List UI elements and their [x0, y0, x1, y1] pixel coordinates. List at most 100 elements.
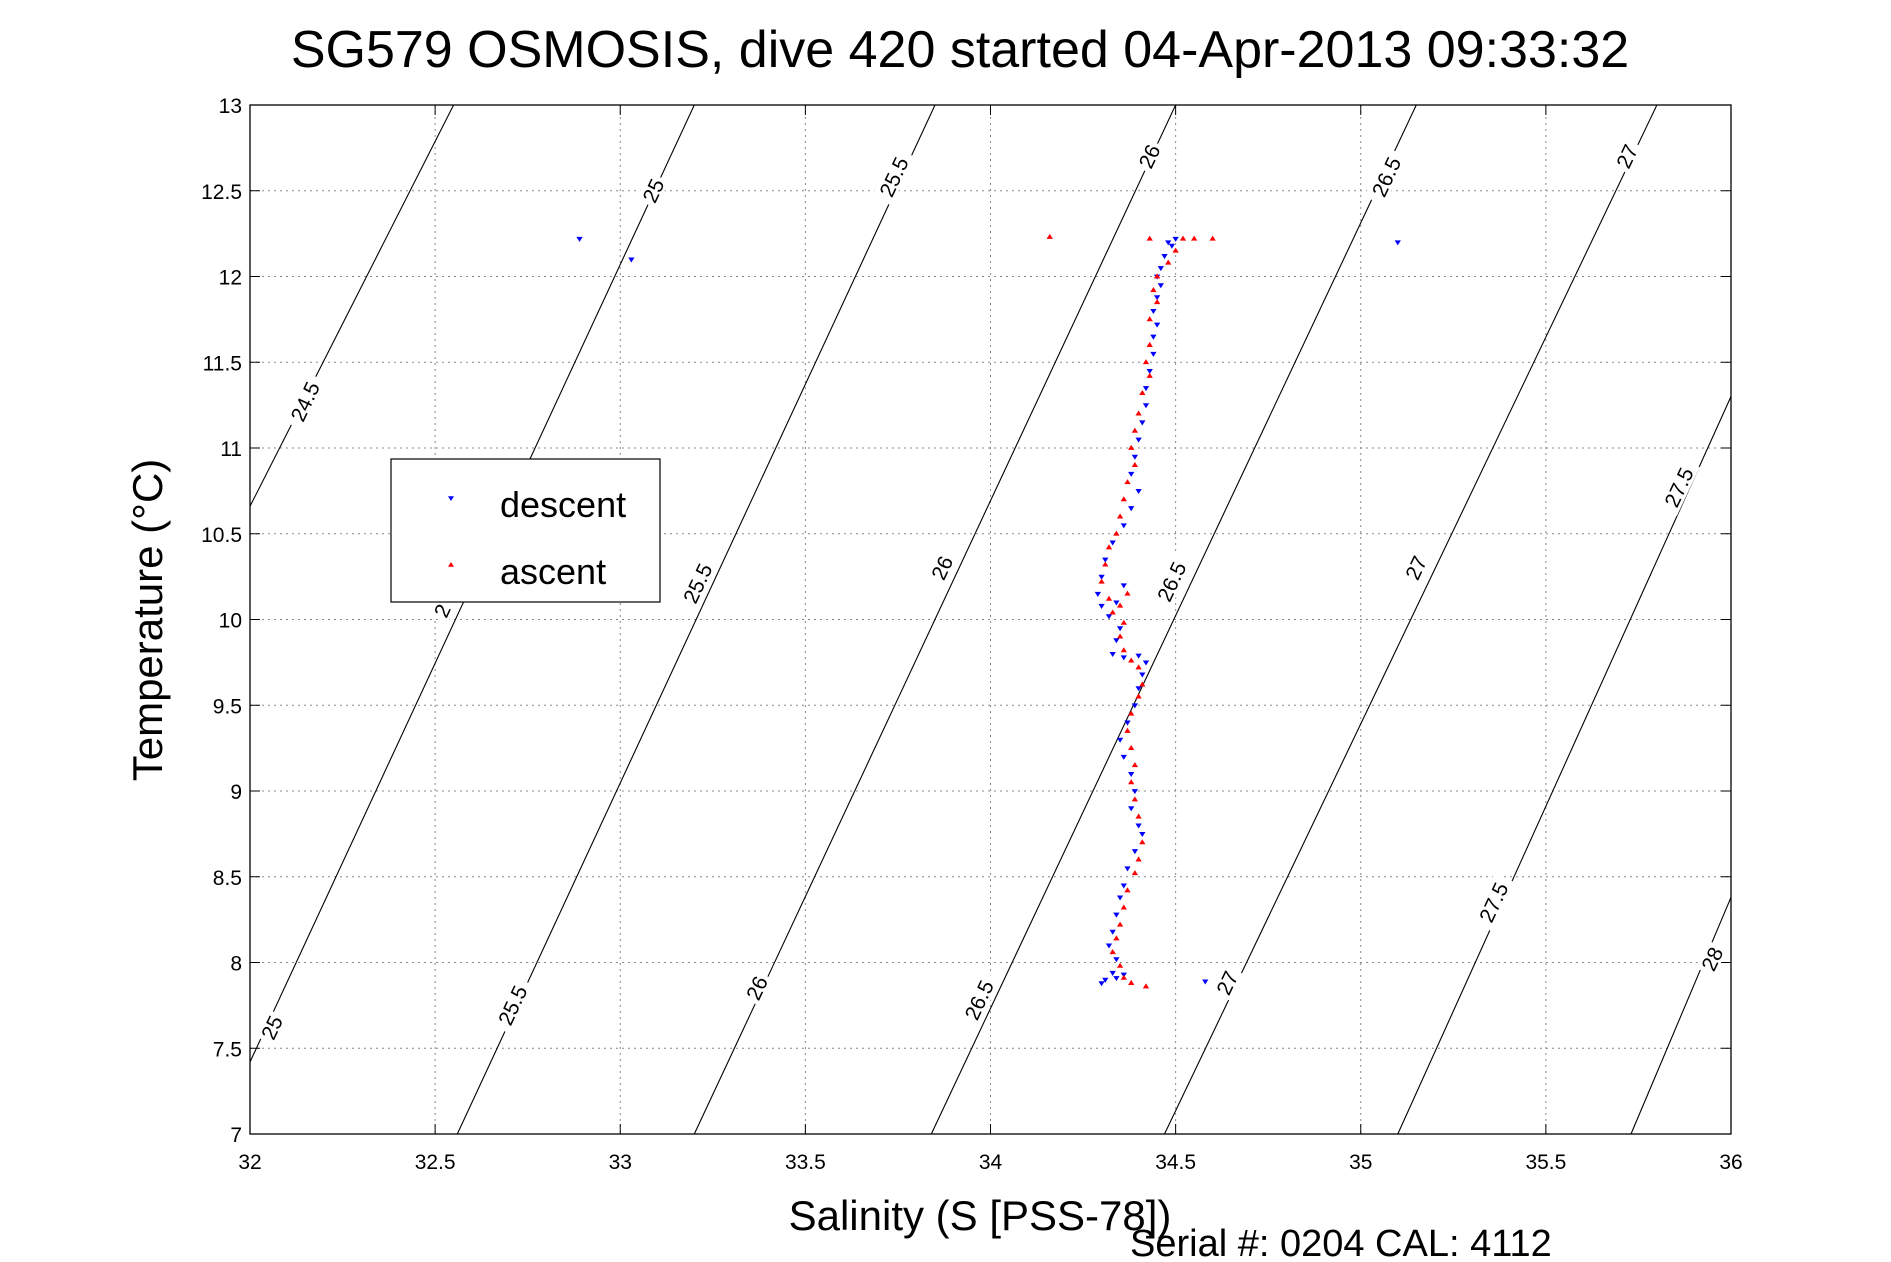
descent-point: [1150, 308, 1157, 314]
density-contour-line: [1630, 897, 1732, 1135]
legend-box: [390, 458, 661, 603]
y-tick-label: 12: [219, 267, 242, 290]
density-contour-line: [249, 104, 455, 507]
contour-label-halo: [871, 147, 915, 206]
y-tick-label: 10: [219, 610, 242, 633]
density-contour-line: [456, 104, 936, 1135]
ascent-point: [1109, 609, 1116, 615]
ascent-point: [1146, 341, 1153, 347]
contour-label: 24.5: [283, 372, 327, 431]
legend: descent ascent: [390, 458, 661, 603]
descent-point: [1128, 506, 1135, 512]
ascent-point: [1128, 979, 1135, 985]
ascent-point: [1113, 935, 1120, 941]
contour-label: 27.5: [1656, 457, 1700, 517]
descent-point: [1157, 266, 1164, 272]
descent-point: [1098, 603, 1105, 609]
descent-point: [1124, 866, 1131, 872]
y-tick-label: 8: [230, 953, 242, 976]
contour-label-halo: [1656, 457, 1700, 517]
descent-point: [1139, 672, 1146, 678]
ascent-point: [1153, 299, 1161, 305]
ascent-point: [1190, 235, 1198, 241]
descent-point: [1135, 437, 1142, 443]
ascent-point: [1146, 372, 1153, 378]
descent-point: [1109, 929, 1116, 935]
ascent-point: [1128, 744, 1135, 750]
descent-point: [1113, 957, 1120, 963]
ascent-point: [1135, 693, 1142, 699]
density-contour-line: [693, 104, 1177, 1135]
descent-point: [1116, 626, 1124, 632]
descent-point: [1157, 283, 1164, 289]
x-tick-label: 32: [238, 1151, 261, 1174]
ascent-point: [1135, 856, 1142, 862]
descent-point: [1113, 638, 1120, 644]
contour-label-halo: [1399, 549, 1432, 586]
ascent-point: [1146, 235, 1153, 241]
ascent-point: [1128, 779, 1135, 785]
descent-point: [1142, 403, 1150, 409]
descent-point: [1109, 651, 1116, 657]
descent-point: [1098, 574, 1105, 580]
y-tick-label: 9.5: [213, 695, 242, 718]
ascent-point: [1116, 633, 1124, 639]
y-tick-label: 13: [219, 95, 242, 118]
descent-point: [1150, 351, 1157, 357]
ascent-point: [1102, 561, 1109, 567]
descent-point: [1150, 334, 1157, 340]
ascent-point: [1120, 904, 1127, 910]
contour-label: 25: [636, 172, 670, 209]
ascent-point: [1131, 427, 1139, 433]
legend-descent-marker: [448, 496, 454, 501]
x-tick-label: 36: [1719, 1151, 1742, 1174]
descent-point: [1128, 771, 1135, 778]
x-tick-label: 32.5: [415, 1151, 456, 1174]
contour-label: 25.5: [490, 975, 534, 1035]
descent-point: [1116, 895, 1124, 901]
contour-label-halo: [1132, 137, 1166, 175]
descent-point: [1142, 386, 1150, 392]
contour-label: 25.5: [675, 553, 719, 613]
contour-label-halo: [636, 172, 670, 209]
ascent-point: [1046, 233, 1053, 239]
contour-label-halo: [957, 970, 1000, 1029]
ascent-point: [1131, 461, 1139, 468]
descent-point: [1135, 823, 1142, 829]
descent-point: [1394, 240, 1401, 246]
contour-label: 26.5: [1149, 552, 1193, 611]
ascent-point: [1131, 762, 1139, 768]
ascent-point: [1124, 727, 1131, 733]
descent-point: [628, 257, 635, 263]
ascent-point: [1120, 974, 1127, 980]
contour-label-halo: [1149, 552, 1193, 611]
contour-label: 27: [1399, 549, 1432, 586]
y-axis-ticks: 7 7.5 8 8.5 9 9.5 10 10.5 11 11.5 12 12.5 13: [201, 95, 1731, 1147]
descent-point: [1102, 557, 1109, 563]
chart-title: SG579 OSMOSIS, dive 420 started 04-Apr-2…: [291, 21, 1629, 79]
descent-point: [1135, 489, 1142, 495]
ascent-point: [1179, 235, 1187, 241]
ascent-point: [1139, 389, 1146, 395]
ascent-point: [1153, 273, 1161, 279]
x-tick-label: 33: [609, 1151, 632, 1174]
descent-point: [1120, 583, 1127, 589]
ascent-point: [1116, 921, 1124, 927]
descent-point: [1113, 976, 1120, 982]
ascent-point: [1113, 530, 1120, 536]
ascent-point: [1135, 664, 1142, 670]
ascent-point: [1209, 235, 1216, 241]
ascent-point: [1135, 813, 1142, 819]
density-contour-line: [1164, 104, 1658, 1135]
descent-point: [1120, 883, 1127, 889]
y-tick-label: 8.5: [213, 867, 242, 890]
x-axis-label: Salinity (S [PSS-78]): [789, 1192, 1172, 1239]
ascent-point: [1116, 513, 1124, 519]
ascent-point: [1139, 839, 1146, 845]
x-tick-label: 33.5: [785, 1151, 826, 1174]
descent-point: [1120, 523, 1127, 529]
ascent-point: [1128, 444, 1135, 450]
contour-label-halo: [1210, 964, 1243, 1001]
descent-point: [1120, 754, 1127, 760]
ascent-point: [1109, 949, 1116, 955]
